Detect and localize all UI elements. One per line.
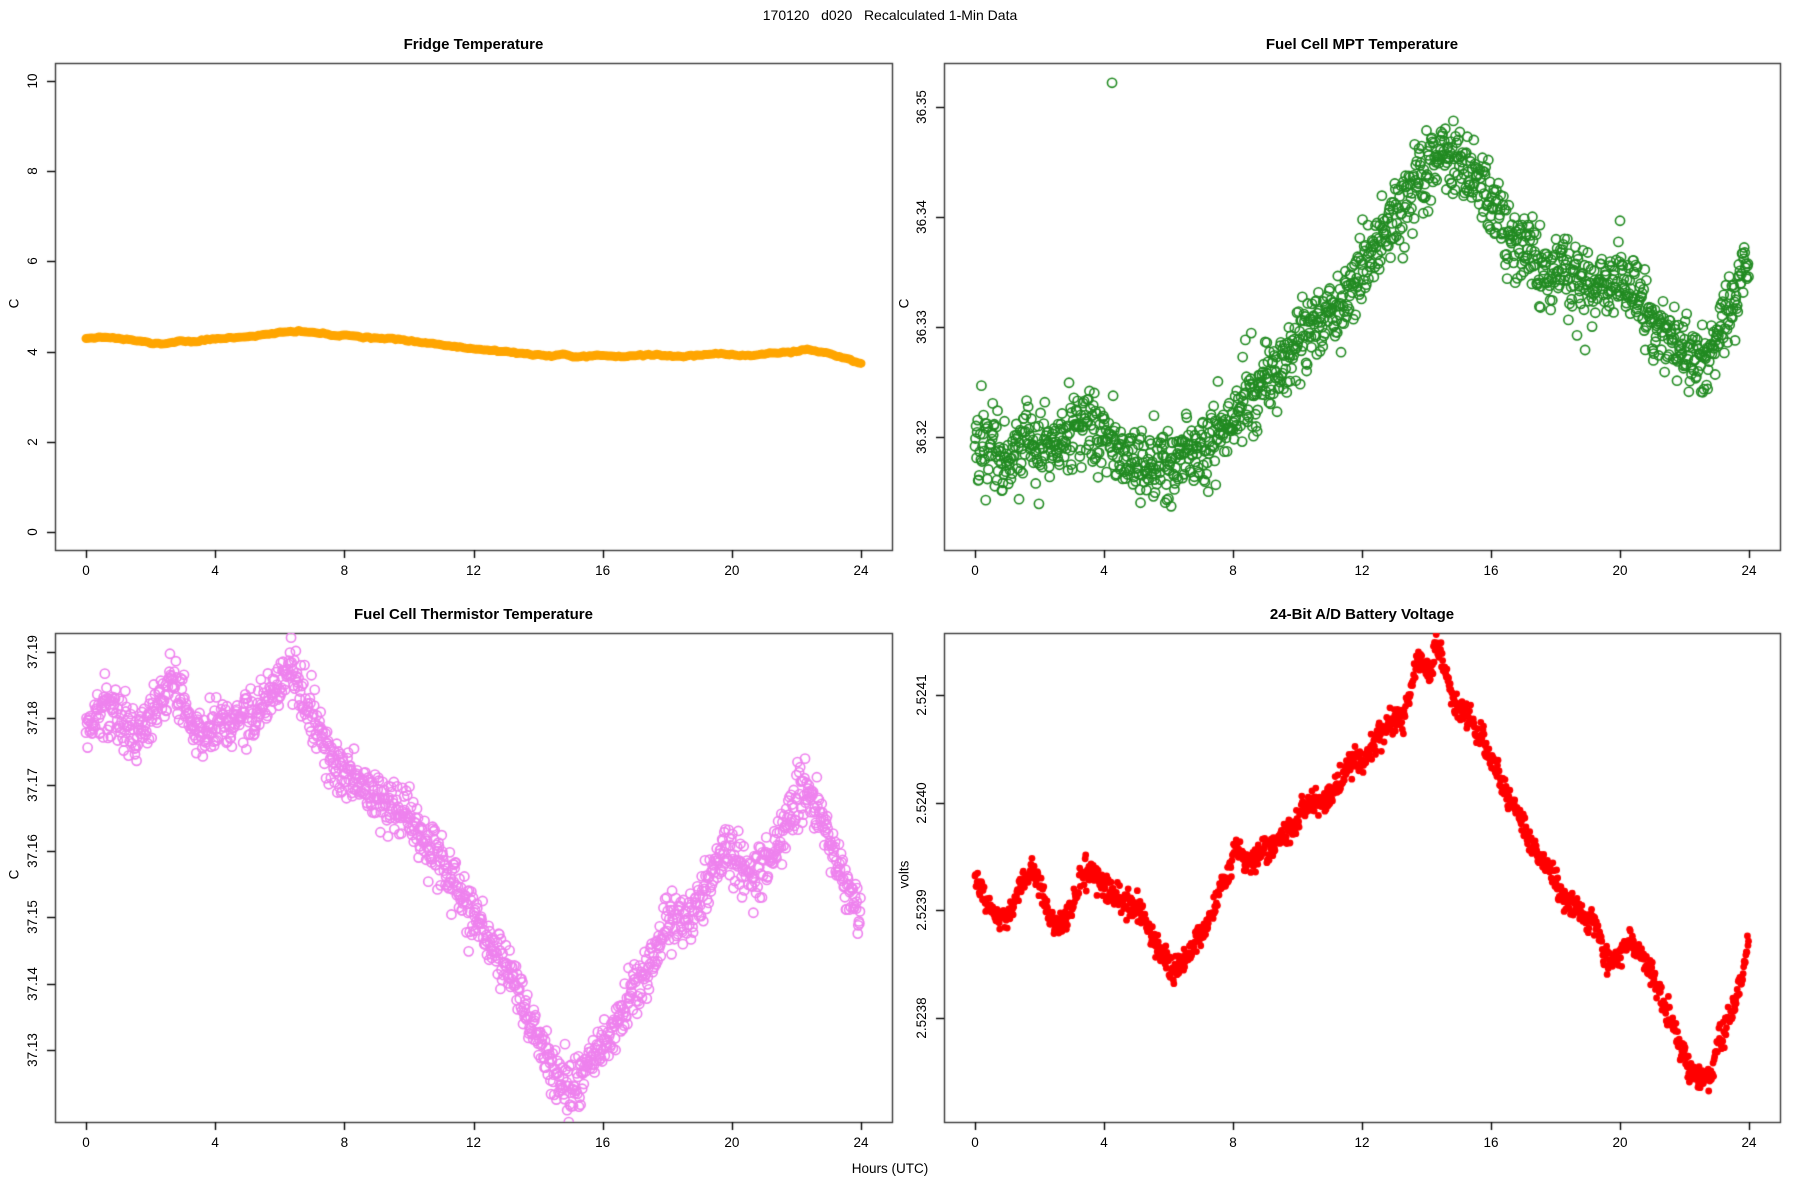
y-axis-label-volts: volts — [896, 860, 912, 889]
x-tick-label: 16 — [1483, 563, 1499, 578]
x-tick-label: 24 — [1741, 1135, 1757, 1150]
y-tick-label: 2.5238 — [914, 997, 929, 1039]
y-tick-label: 2.5241 — [914, 674, 929, 716]
x-tick-label: 0 — [971, 563, 979, 578]
x-tick-label: 0 — [971, 1135, 979, 1150]
y-tick-label: 36.32 — [914, 419, 929, 454]
panel-title-fuel-cell-thermistor-temperature: Fuel Cell Thermistor Temperature — [354, 606, 593, 623]
y-tick-label: 36.34 — [914, 200, 929, 234]
y-axis-label-thermistor: C — [6, 869, 22, 880]
y-tick-label: 2.5239 — [914, 889, 929, 931]
x-tick-label: 16 — [595, 1135, 611, 1150]
x-tick-label: 16 — [595, 563, 611, 578]
y-tick-label: 2.5240 — [914, 782, 929, 824]
x-tick-label: 16 — [1483, 1135, 1499, 1150]
y-tick-label: 6 — [25, 257, 40, 266]
panel-title-fuel-cell-mpt-temperature: Fuel Cell MPT Temperature — [1265, 36, 1459, 53]
x-tick-label: 20 — [724, 1135, 740, 1150]
x-tick-label: 0 — [82, 563, 90, 578]
x-tick-label: 4 — [1100, 563, 1108, 578]
y-tick-label: 4 — [25, 347, 40, 356]
x-tick-label: 4 — [211, 1135, 219, 1150]
x-tick-label: 12 — [1354, 1135, 1370, 1150]
x-tick-label: 24 — [853, 1135, 869, 1150]
x-tick-label: 4 — [211, 563, 219, 578]
x-tick-label: 8 — [340, 563, 349, 578]
figure-title: 170120 d020 Recalculated 1-Min Data — [762, 7, 1018, 23]
panel-title-battery-voltage: 24-Bit A/D Battery Voltage — [1269, 606, 1455, 623]
y-tick-label: 0 — [25, 528, 40, 536]
x-tick-label: 20 — [724, 563, 740, 578]
x-tick-label: 20 — [1612, 1135, 1628, 1150]
x-tick-label: 12 — [465, 1135, 482, 1150]
y-axis-label-fridge: C — [6, 298, 22, 309]
x-tick-label: 8 — [340, 1135, 349, 1150]
y-tick-label: 10 — [25, 73, 40, 89]
y-tick-label: 2 — [25, 438, 40, 446]
y-tick-label: 37.19 — [25, 635, 40, 670]
x-tick-label: 0 — [82, 1135, 90, 1150]
x-tick-label: 8 — [1229, 563, 1237, 578]
x-tick-label: 20 — [1612, 563, 1628, 578]
y-tick-label: 36.33 — [914, 309, 929, 344]
panel-title-fridge-temperature: Fridge Temperature — [403, 36, 544, 53]
y-tick-label: 8 — [25, 167, 40, 175]
y-tick-label: 36.35 — [914, 90, 929, 124]
x-tick-label: 4 — [1100, 1135, 1108, 1150]
x-axis-label-hours-utc: Hours (UTC) — [851, 1161, 929, 1176]
y-axis-label-mpt: C — [896, 298, 912, 309]
x-tick-label: 12 — [465, 563, 482, 578]
x-tick-label: 24 — [1741, 563, 1757, 578]
x-tick-label: 24 — [853, 563, 869, 578]
x-tick-label: 8 — [1229, 1135, 1237, 1150]
x-tick-label: 12 — [1354, 563, 1370, 578]
